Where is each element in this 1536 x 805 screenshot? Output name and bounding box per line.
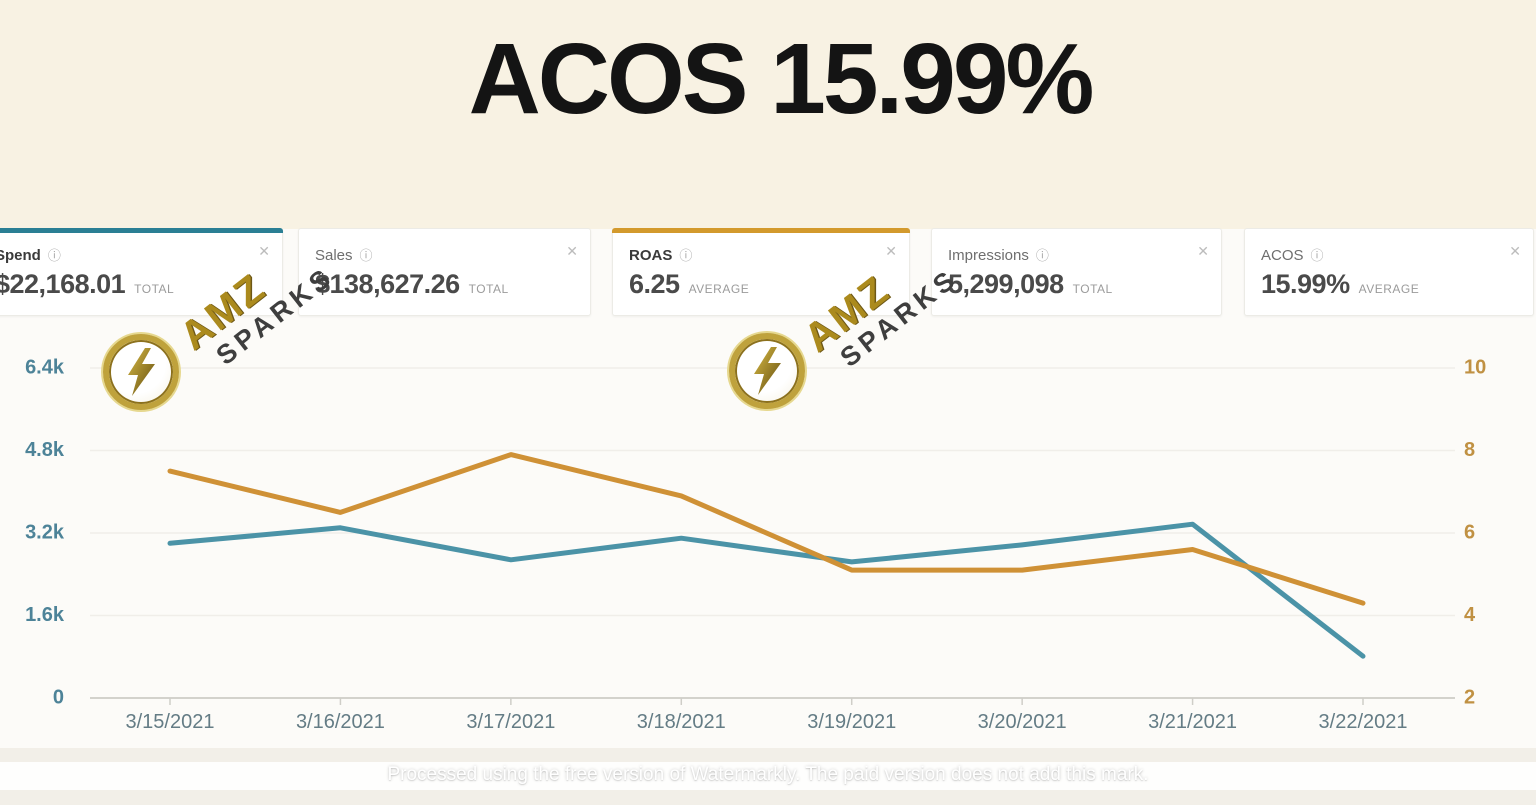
x-axis-date-label: 3/19/2021 [807, 711, 896, 733]
lightning-bolt-icon [754, 347, 781, 395]
left-axis-tick-label: 3.2k [25, 521, 65, 543]
page-title: ACOS 15.99% [468, 23, 1095, 135]
metric-value: 6.25 [629, 269, 680, 299]
metric-suffix: AVERAGE [1358, 282, 1420, 296]
metric-label: Spend [0, 247, 41, 264]
metric-label: Impressions [948, 247, 1029, 264]
right-axis-tick-label: 2 [1464, 686, 1475, 708]
x-axis-date-label: 3/21/2021 [1148, 711, 1237, 733]
metric-label: Sales [315, 247, 353, 264]
left-axis-tick-label: 1.6k [25, 604, 65, 626]
metric-card-impressions[interactable]: Impressions ⓘ ✕ 5,299,098 TOTAL [931, 228, 1222, 316]
amz-sparks-badge [729, 333, 805, 409]
info-icon[interactable]: ⓘ [679, 248, 693, 263]
x-axis-date-label: 3/17/2021 [466, 711, 555, 733]
info-icon[interactable]: ⓘ [47, 248, 61, 263]
chart-canvas: 6.4k 10 4.8k 8 3.2k 6 1.6k 4 0 2 3/15/2021 3/16/202… [25, 356, 1486, 733]
close-icon[interactable]: ✕ [566, 243, 578, 259]
amz-sparks-badge [103, 334, 179, 410]
metric-value-row: 5,299,098 TOTAL [948, 269, 1113, 300]
right-axis-tick-label: 6 [1464, 521, 1475, 543]
metric-card-sales[interactable]: Sales ⓘ ✕ $138,627.26 TOTAL [298, 228, 591, 316]
x-axis-date-label: 3/16/2021 [296, 711, 385, 733]
metric-card-accent-bar [931, 228, 1222, 233]
metric-card-acos[interactable]: ACOS ⓘ ✕ 15.99% AVERAGE [1244, 228, 1534, 316]
metric-card-accent-bar [0, 228, 283, 233]
x-axis-date-label: 3/15/2021 [126, 711, 215, 733]
metric-card-accent-bar [1244, 228, 1534, 233]
metric-suffix: AVERAGE [688, 282, 750, 296]
metric-card-label-row: Impressions ⓘ [948, 245, 1187, 264]
metric-label: ACOS [1261, 247, 1304, 264]
metric-card-spend[interactable]: Spend ⓘ ✕ $22,168.01 TOTAL [0, 228, 283, 316]
performance-chart: 6.4k 10 4.8k 8 3.2k 6 1.6k 4 0 2 3/15/2021 3/16/202… [0, 330, 1536, 760]
metric-value-row: $138,627.26 TOTAL [315, 269, 509, 300]
footer-strip [0, 762, 1536, 790]
metric-suffix: TOTAL [468, 282, 509, 296]
metric-value-row: 15.99% AVERAGE [1261, 269, 1419, 300]
close-icon[interactable]: ✕ [1509, 243, 1521, 259]
top-cream-band [0, 0, 1536, 229]
metric-suffix: TOTAL [134, 282, 175, 296]
watermarkly-notice: Processed using the free version of Wate… [387, 764, 1149, 785]
info-icon[interactable]: ⓘ [359, 248, 373, 263]
metric-value: 5,299,098 [948, 269, 1064, 299]
right-axis-tick-label: 4 [1464, 604, 1476, 626]
left-axis-tick-label: 0 [53, 686, 64, 708]
metric-card-label-row: ROAS ⓘ [629, 245, 875, 264]
metric-card-label-row: ACOS ⓘ [1261, 245, 1499, 264]
close-icon[interactable]: ✕ [885, 243, 897, 259]
metric-card-label-row: Spend ⓘ [0, 245, 248, 264]
metric-value-row: 6.25 AVERAGE [629, 269, 749, 300]
close-icon[interactable]: ✕ [258, 243, 270, 259]
metric-value: 15.99% [1261, 269, 1350, 299]
metric-label: ROAS [629, 247, 673, 264]
right-axis-tick-label: 10 [1464, 356, 1486, 378]
footer-band: Processed using the free version of Wate… [0, 748, 1536, 805]
metric-card-accent-bar [298, 228, 591, 233]
series-line-spend [167, 521, 1366, 659]
close-icon[interactable]: ✕ [1197, 243, 1209, 259]
series-line-roas [167, 452, 1366, 606]
lightning-bolt-icon [128, 348, 155, 396]
left-axis-tick-label: 4.8k [25, 439, 65, 461]
metric-card-label-row: Sales ⓘ [315, 245, 556, 264]
info-icon[interactable]: ⓘ [1310, 248, 1324, 263]
x-axis-date-label: 3/18/2021 [637, 711, 726, 733]
left-axis-tick-label: 6.4k [25, 356, 65, 378]
metric-value: $138,627.26 [315, 269, 460, 299]
info-icon[interactable]: ⓘ [1035, 248, 1049, 263]
metric-value: $22,168.01 [0, 269, 126, 299]
x-axis-date-label: 3/20/2021 [978, 711, 1067, 733]
metric-card-roas[interactable]: ROAS ⓘ ✕ 6.25 AVERAGE [612, 228, 910, 316]
metric-card-accent-bar [612, 228, 910, 233]
metric-suffix: TOTAL [1072, 282, 1113, 296]
metric-value-row: $22,168.01 TOTAL [0, 269, 174, 300]
right-axis-tick-label: 8 [1464, 439, 1475, 461]
x-axis-date-label: 3/22/2021 [1319, 711, 1408, 733]
